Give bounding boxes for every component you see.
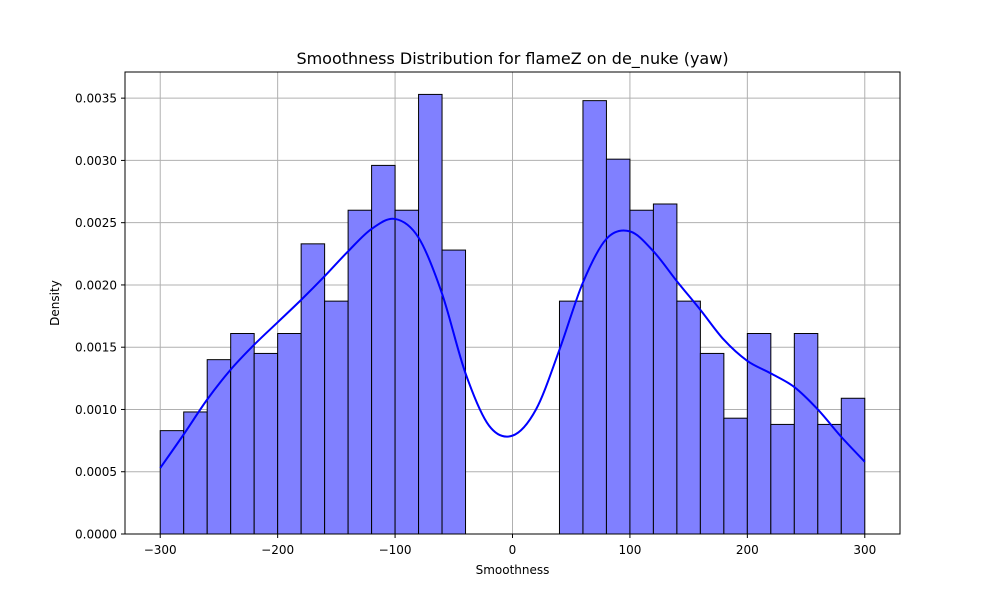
x-tick-label: 200: [736, 543, 759, 557]
histogram-bar: [582, 100, 607, 535]
histogram-bar: [840, 397, 866, 535]
y-tick-label: 0.0020: [75, 278, 117, 292]
histogram-bar: [206, 359, 232, 535]
histogram-bar: [277, 333, 302, 535]
y-tick-label: 0.0035: [75, 92, 117, 106]
histogram-bar: [253, 352, 279, 535]
histogram-bar: [441, 249, 467, 535]
histogram-bar: [324, 300, 349, 535]
histogram-bar: [629, 209, 654, 535]
y-tick-label: 0.0000: [75, 528, 117, 542]
histogram-bar: [676, 300, 701, 535]
x-tick-label: −200: [261, 543, 294, 557]
histogram-bar: [605, 158, 631, 535]
x-tick-label: 100: [618, 543, 641, 557]
histogram-bars: [159, 93, 866, 535]
histogram-bar: [418, 93, 443, 535]
y-tick-label: 0.0025: [75, 216, 117, 230]
histogram-bar: [793, 333, 819, 535]
histogram-bar: [394, 209, 420, 535]
histogram-bar: [770, 423, 795, 535]
histogram-bar: [230, 333, 255, 535]
chart-title: Smoothness Distribution for flameZ on de…: [296, 49, 728, 69]
histogram-bar: [723, 417, 748, 535]
x-tick-label: 300: [853, 543, 876, 557]
histogram-bar: [817, 423, 842, 535]
histogram-bar: [159, 430, 185, 535]
y-tick-label: 0.0010: [75, 403, 117, 417]
x-tick-label: 0: [509, 543, 517, 557]
y-axis-label: Density: [48, 280, 62, 326]
histogram-bar: [558, 300, 584, 535]
y-axis-ticks: 0.0000 0.0005 0.0010 0.0015 0.0020 0.0025 0.00…: [75, 92, 125, 542]
histogram-bar: [347, 209, 373, 535]
kde-line: [159, 217, 866, 469]
y-tick-label: 0.0005: [75, 465, 117, 479]
x-axis-label: Smoothness: [476, 563, 550, 577]
histogram-bar: [652, 203, 678, 535]
x-axis-ticks: −300 −200 −100 0 100 200 300: [144, 534, 876, 557]
histogram-bar: [699, 352, 725, 535]
y-tick-label: 0.0015: [75, 341, 117, 355]
x-tick-label: −100: [379, 543, 412, 557]
y-tick-label: 0.0030: [75, 154, 117, 168]
x-tick-label: −300: [144, 543, 177, 557]
